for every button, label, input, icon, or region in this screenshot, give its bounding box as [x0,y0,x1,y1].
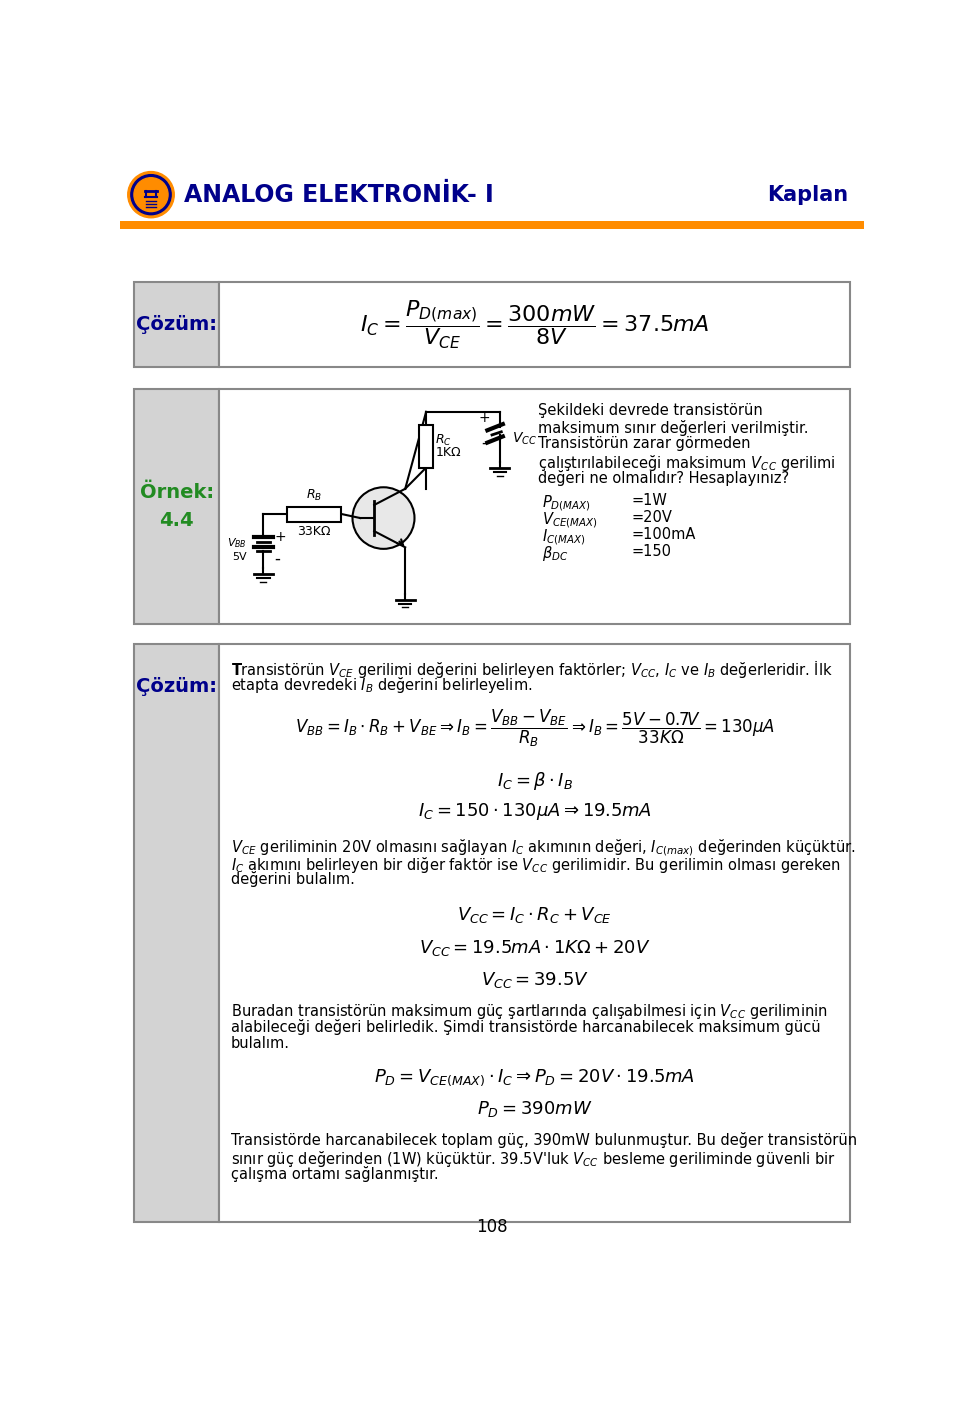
Text: 1KΩ: 1KΩ [436,446,461,459]
Text: $V_{CC} = 39.5V$: $V_{CC} = 39.5V$ [481,970,588,990]
Text: $V_{CC} = 19.5mA \cdot 1K\Omega + 20V$: $V_{CC} = 19.5mA \cdot 1K\Omega + 20V$ [419,938,650,958]
Text: $V_{CE(MAX)}$: $V_{CE(MAX)}$ [542,511,598,529]
Text: bulalım.: bulalım. [230,1036,290,1052]
Text: sınır güç değerinden (1W) küçüktür. 39.5V'luk $V_{CC}$ besleme geriliminde güven: sınır güç değerinden (1W) küçüktür. 39.5… [230,1148,835,1168]
Circle shape [134,178,168,212]
Text: çalıştırılabileceği maksimum $V_{CC}$ gerilimi: çalıştırılabileceği maksimum $V_{CC}$ ge… [539,453,836,473]
Text: değerini bulalım.: değerini bulalım. [230,872,354,887]
Circle shape [128,171,175,218]
Text: $R_B$: $R_B$ [305,489,322,504]
Text: +: + [478,411,490,425]
Text: =1W: =1W [632,493,667,508]
Text: $V_{CE}$ geriliminin 20V olmasını sağlayan $I_C$ akımının değeri, $I_{C(max)}$ d: $V_{CE}$ geriliminin 20V olmasını sağlay… [230,838,855,858]
Text: Transistörde harcanabilecek toplam güç, 390mW bulunmuştur. Bu değer transistörün: Transistörde harcanabilecek toplam güç, … [230,1132,857,1147]
Text: $V_{CC}$: $V_{CC}$ [512,431,538,446]
Text: 33KΩ: 33KΩ [297,525,330,538]
Bar [420,425,433,468]
Bar [120,220,864,229]
Text: $V_{BB}$: $V_{BB}$ [227,536,247,550]
Circle shape [352,487,415,549]
Bar [219,282,850,366]
Text: $I_{C(MAX)}$: $I_{C(MAX)}$ [542,528,586,548]
Text: $P_D = 390mW$: $P_D = 390mW$ [477,1099,592,1119]
Text: maksimum sınır değerleri verilmiştir.: maksimum sınır değerleri verilmiştir. [539,420,809,435]
Text: alabileceği değeri belirledik. Şimdi transistörde harcanabilecek maksimum gücü: alabileceği değeri belirledik. Şimdi tra… [230,1019,821,1035]
Text: =150: =150 [632,545,671,559]
Text: $R_C$: $R_C$ [436,432,452,448]
Bar [120,168,864,220]
Bar [134,282,219,366]
Text: Kaplan: Kaplan [767,185,849,205]
Text: -: - [275,550,280,567]
Bar [219,644,850,1221]
Text: 5V: 5V [231,552,247,563]
Bar [287,507,341,522]
Text: ANALOG ELEKTRONİK- I: ANALOG ELEKTRONİK- I [183,183,493,206]
Text: Transistörün zarar görmeden: Transistörün zarar görmeden [539,437,751,452]
Circle shape [131,174,171,215]
Text: etapta devredeki $I_B$ değerini belirleyelim.: etapta devredeki $I_B$ değerini belirley… [230,675,532,695]
Bar [134,389,219,625]
Text: 4.4: 4.4 [159,511,194,529]
Text: =20V: =20V [632,511,672,525]
Text: çalışma ortamı sağlanmıştır.: çalışma ortamı sağlanmıştır. [230,1165,439,1182]
Text: =100mA: =100mA [632,528,696,542]
Text: $V_{CC} = I_C \cdot R_C + V_{CE}$: $V_{CC} = I_C \cdot R_C + V_{CE}$ [457,906,612,925]
Text: $I_C = \dfrac{P_{D(max)}}{V_{CE}} = \dfrac{300mW}{8V} = 37.5mA$: $I_C = \dfrac{P_{D(max)}}{V_{CE}} = \dfr… [360,299,709,351]
Text: $I_C = \beta \cdot I_B$: $I_C = \beta \cdot I_B$ [496,769,573,792]
Bar [134,644,219,1221]
Text: $P_D = V_{CE(MAX)} \cdot I_C \Rightarrow P_D = 20V \cdot 19.5mA$: $P_D = V_{CE(MAX)} \cdot I_C \Rightarrow… [374,1067,695,1088]
Text: $V_{BB} = I_B \cdot R_B + V_{BE} \Rightarrow I_B = \dfrac{V_{BB} - V_{BE}}{R_B} : $V_{BB} = I_B \cdot R_B + V_{BE} \Righta… [295,708,775,750]
Text: $I_C$ akımını belirleyen bir diğer faktör ise $V_{CC}$ gerilimidir. Bu gerilimin: $I_C$ akımını belirleyen bir diğer faktö… [230,855,841,875]
Text: 108: 108 [476,1217,508,1236]
Text: $\beta_{DC}$: $\beta_{DC}$ [542,545,568,563]
Text: Şekildeki devrede transistörün: Şekildeki devrede transistörün [539,403,763,417]
Text: $\mathbf{T}$ransistörün $V_{CE}$ gerilimi değerini belirleyen faktörler; $V_{CC}: $\mathbf{T}$ransistörün $V_{CE}$ gerilim… [230,658,832,680]
Text: Çözüm:: Çözüm: [136,677,217,696]
Text: değeri ne olmalıdır? Hesaplayınız?: değeri ne olmalıdır? Hesaplayınız? [539,470,790,486]
Text: Çözüm:: Çözüm: [136,316,217,334]
Text: $I_C = 150 \cdot 130\mu A \Rightarrow 19.5mA$: $I_C = 150 \cdot 130\mu A \Rightarrow 19… [418,800,652,821]
Text: Buradan transistörün maksimum güç şartlarında çalışabilmesi için $V_{CC}$ gerili: Buradan transistörün maksimum güç şartla… [230,1002,828,1021]
Bar [219,389,850,625]
Text: +: + [275,531,286,545]
Text: Örnek:: Örnek: [139,483,214,503]
Text: -: - [481,434,487,452]
Text: $P_{D(MAX)}$: $P_{D(MAX)}$ [542,493,591,512]
